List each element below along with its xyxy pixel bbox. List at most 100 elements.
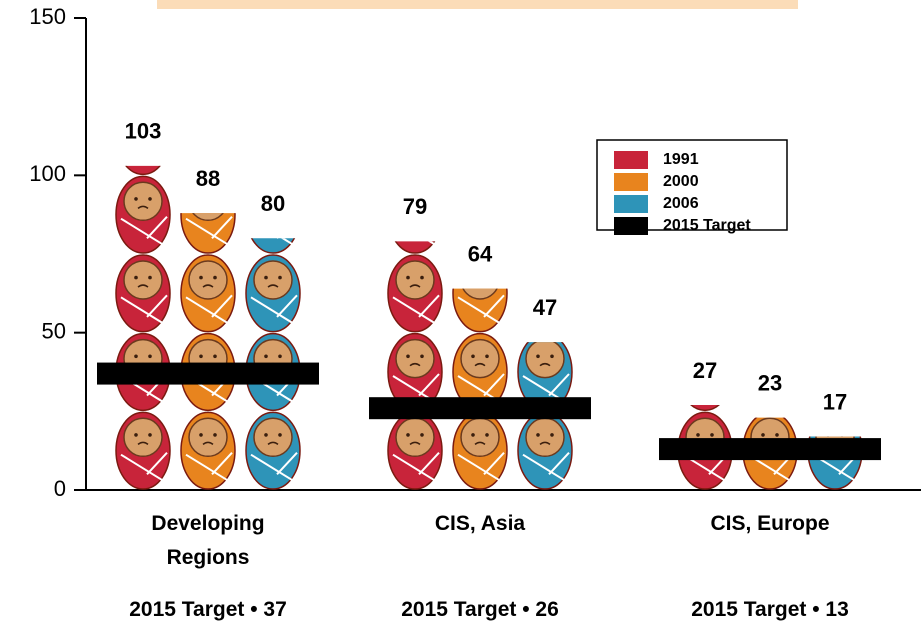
banner [157,0,798,9]
baby-eye [550,433,554,437]
baby-face [188,417,228,458]
baby-eye [134,275,138,280]
baby-body [394,241,436,254]
baby-eye [485,433,489,437]
baby-wrap [522,453,566,482]
baby-wrap [276,238,279,239]
baby-wrap [120,453,164,482]
baby-eye [420,275,424,280]
baby-eye [199,354,203,359]
baby-mouth [539,441,551,445]
baby-eye [213,433,217,437]
baby-face [253,417,293,458]
legend-swatch [614,151,648,169]
legend: 1991 2000 2006 2015 Target [596,139,788,235]
baby-eye [264,354,268,359]
baby-face [395,417,435,458]
baby-body [250,238,296,254]
baby-body [690,405,720,412]
legend-label: 2000 [663,173,699,190]
baby-face [253,260,293,300]
baby-wrap [250,453,294,482]
value-label: 27 [693,358,717,383]
baby-face [525,417,565,458]
baby-eye [550,354,554,359]
baby-wrap [483,451,505,475]
baby-wrap [211,451,233,475]
baby-eye [827,436,829,437]
baby-wrap [280,238,294,246]
baby-eye [148,354,152,359]
baby-wrap [146,294,168,318]
x-tick-label: CIS, Asia [434,512,526,535]
baby-wrap [419,217,439,239]
baby-face [395,260,435,300]
baby-wrap [418,373,440,397]
legend-label: 2006 [663,195,699,212]
baby-wrap [120,296,164,325]
baby-wrap [548,451,570,475]
pictogram-bar [452,276,508,490]
baby-wrap [392,296,436,325]
legend-label: 1991 [663,151,699,168]
baby-wrap [185,296,229,325]
baby-wrap [392,453,436,482]
value-label: 103 [125,119,162,144]
y-tick-label: 0 [54,476,66,501]
baby-mouth [137,284,149,288]
baby-face [192,213,224,222]
baby-eye [199,197,203,201]
baby-eye [710,433,714,437]
baby-face [123,181,163,222]
baby-mouth [267,284,279,288]
baby-eye [148,197,152,201]
target-bar [659,438,881,461]
baby-eye [471,433,475,437]
baby-wrap [457,453,501,482]
baby-eye [199,275,203,280]
baby-eye [536,354,540,359]
baby-wrap [276,294,298,318]
baby-body [125,165,161,176]
target-label: 2015 Target • 13 [691,598,849,621]
baby-wrap [120,217,164,246]
baby-eye [278,354,282,359]
baby-mouth [409,441,421,445]
pictogram-bar [180,197,236,490]
baby-wrap [161,165,163,167]
baby-mouth [202,441,214,445]
value-label: 79 [403,194,427,219]
baby-face [188,260,228,300]
baby-eye [134,354,138,359]
pictogram-bar [245,238,301,490]
baby-wrap [185,217,229,246]
baby-eye [199,433,203,437]
baby-eye [148,275,152,280]
baby-eye [696,433,700,437]
value-label: 23 [758,370,782,395]
value-label: 47 [533,295,557,320]
baby-mouth [267,441,279,445]
baby-wrap [483,294,505,318]
legend-swatch [614,173,648,191]
baby-wrap [146,215,168,239]
baby-eye [471,276,475,280]
baby-eye [485,276,489,280]
baby-eye [213,354,217,359]
legend-label: 2015 Target [663,217,751,234]
baby-wrap [483,373,505,397]
baby-face [123,260,163,300]
baby-mouth [137,441,149,445]
target-bar [97,362,319,385]
baby-mouth [539,362,551,367]
baby-mouth [475,285,485,287]
pictogram-bar [115,165,171,490]
target-label: 2015 Target • 37 [129,598,287,621]
y-tick-label: 100 [29,161,66,186]
baby-wrap [418,451,440,475]
value-label: 17 [823,389,847,414]
baby-wrap [276,451,298,475]
legend-swatch [614,217,648,235]
baby-face [462,288,498,300]
